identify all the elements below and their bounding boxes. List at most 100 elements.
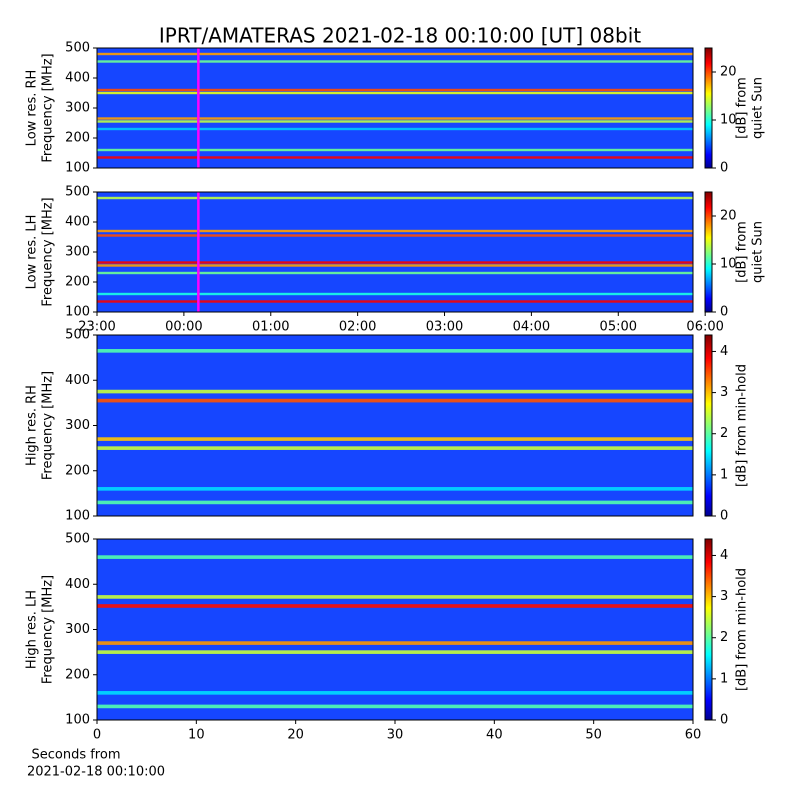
colorbar-tick-label: 2 — [720, 630, 728, 645]
band — [97, 641, 693, 645]
band — [97, 261, 693, 264]
y-axis-label: High res. LH — [25, 590, 40, 669]
colorbar-label: quiet Sun — [751, 77, 766, 139]
band — [97, 52, 693, 56]
colorbar-tick-label: 0 — [720, 509, 728, 524]
band — [97, 91, 693, 95]
colorbar-tick-label: 1 — [720, 671, 728, 686]
colorbar-tick-label: 4 — [720, 548, 728, 563]
x-tick-label: 30 — [387, 728, 404, 743]
colorbar-tick-label: 20 — [720, 209, 737, 224]
band — [97, 271, 693, 275]
heatmap-background — [97, 192, 693, 312]
band — [97, 487, 693, 491]
band — [97, 595, 693, 599]
colorbar-tick-label: 10 — [720, 113, 737, 128]
colorbar-tick-label: 0 — [720, 305, 728, 320]
y-tick-label: 200 — [65, 667, 90, 682]
x-axis-label: Seconds from — [31, 748, 120, 763]
band — [97, 196, 693, 200]
colorbar-tick-label: 0 — [720, 713, 728, 728]
band — [97, 292, 693, 296]
y-tick-label: 300 — [65, 622, 90, 637]
colorbar-tick-label: 4 — [720, 344, 728, 359]
band — [97, 300, 693, 303]
y-tick-label: 100 — [65, 305, 90, 320]
y-axis-label: Frequency [MHz] — [41, 53, 56, 162]
y-tick-label: 500 — [65, 532, 90, 547]
y-tick-label: 400 — [65, 373, 90, 388]
x-tick-label: 02:00 — [339, 320, 376, 335]
x-tick-label: 01:00 — [252, 320, 289, 335]
band — [97, 117, 693, 120]
band — [97, 650, 693, 654]
y-axis-label: Low res. LH — [25, 215, 40, 290]
colorbar-label: [dB] from min-hold — [735, 364, 750, 487]
band — [97, 555, 693, 559]
colorbar-label: [dB] from — [735, 77, 750, 139]
band — [97, 148, 693, 152]
title: IPRT/AMATERAS 2021-02-18 00:10:00 [UT] 0… — [159, 24, 641, 48]
x-tick-label: 05:00 — [600, 320, 637, 335]
colorbar-tick-label: 10 — [720, 257, 737, 272]
band — [97, 389, 693, 394]
band — [97, 264, 693, 267]
y-tick-label: 400 — [65, 71, 90, 86]
x-axis-label: 2021-02-18 00:10:00 — [27, 765, 165, 780]
colorbar-tick-label: 2 — [720, 426, 728, 441]
y-tick-label: 500 — [65, 185, 90, 200]
band — [97, 604, 693, 608]
colorbar-label: [dB] from — [735, 221, 750, 283]
colorbar — [704, 334, 713, 517]
band — [97, 127, 693, 131]
y-tick-label: 300 — [65, 245, 90, 260]
y-axis-label: High res. RH — [25, 385, 40, 466]
y-tick-label: 100 — [65, 713, 90, 728]
band — [97, 446, 693, 450]
x-tick-label: 0 — [93, 728, 101, 743]
y-tick-label: 200 — [65, 131, 90, 146]
x-tick-label: 00:00 — [165, 320, 202, 335]
x-tick-label: 60 — [685, 728, 702, 743]
colorbar-tick-label: 3 — [720, 589, 728, 604]
y-axis-label: Frequency [MHz] — [41, 371, 56, 480]
band — [97, 437, 693, 441]
x-tick-label: 03:00 — [426, 320, 463, 335]
y-tick-label: 400 — [65, 215, 90, 230]
band — [97, 500, 693, 505]
x-tick-label: 04:00 — [513, 320, 550, 335]
y-tick-label: 200 — [65, 463, 90, 478]
x-tick-label: 23:00 — [78, 320, 115, 335]
y-tick-label: 100 — [65, 509, 90, 524]
band — [97, 120, 693, 123]
colorbar — [704, 191, 713, 313]
x-tick-label: 20 — [287, 728, 304, 743]
colorbar-tick-label: 1 — [720, 467, 728, 482]
band — [97, 398, 693, 403]
colorbar-tick-label: 3 — [720, 385, 728, 400]
y-tick-label: 200 — [65, 275, 90, 290]
colorbar-tick-label: 20 — [720, 65, 737, 80]
band — [97, 156, 693, 159]
colorbar — [704, 47, 713, 169]
colorbar-tick-label: 0 — [720, 161, 728, 176]
colorbar — [704, 538, 713, 721]
colorbar-label: quiet Sun — [751, 221, 766, 283]
x-tick-label: 50 — [585, 728, 602, 743]
heatmap-background — [97, 48, 693, 168]
y-axis-label: Frequency [MHz] — [41, 197, 56, 306]
heatmap-background — [97, 335, 693, 516]
band — [97, 349, 693, 353]
band — [97, 88, 693, 92]
band — [97, 234, 693, 237]
y-axis-label: Frequency [MHz] — [41, 575, 56, 684]
x-tick-label: 40 — [486, 728, 503, 743]
heatmap-background — [97, 539, 693, 720]
x-tick-label: 06:00 — [686, 320, 723, 335]
colorbar-label: [dB] from min-hold — [735, 568, 750, 691]
y-axis-label: Low res. RH — [25, 70, 40, 147]
y-tick-label: 500 — [65, 328, 90, 343]
y-tick-label: 300 — [65, 101, 90, 116]
